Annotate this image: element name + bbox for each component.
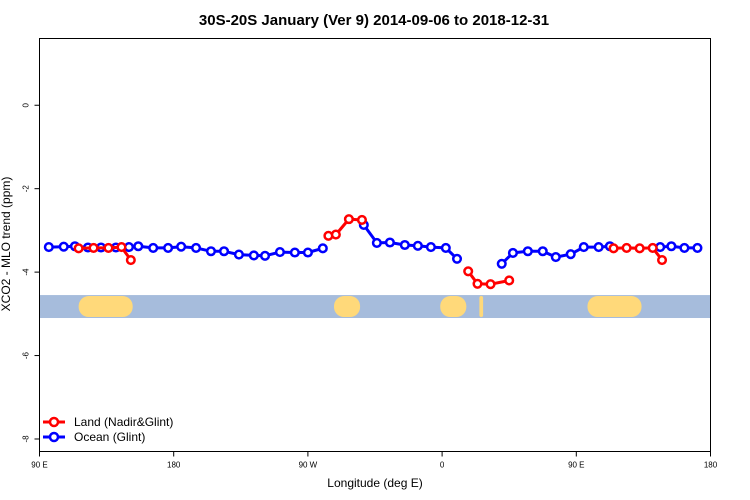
land-point-2-2 <box>485 279 496 290</box>
ocean-point-0-0 <box>43 242 54 253</box>
ocean-point-2-2 <box>522 246 533 257</box>
legend-ocean-label: Ocean (Glint) <box>74 430 145 444</box>
ocean-point-1-4 <box>412 240 423 251</box>
ocean-point-2-4 <box>550 252 561 263</box>
ocean-point-1-6 <box>440 242 451 253</box>
x-tick-label-3: 0 <box>440 461 445 470</box>
land-band-1 <box>333 296 361 318</box>
x-tick-label-2: 90 W <box>299 461 318 470</box>
land-point-3-2 <box>634 243 645 254</box>
ocean-point-1-2 <box>384 237 395 248</box>
land-point-0-1 <box>88 242 99 253</box>
ocean-point-0-19 <box>302 247 313 258</box>
series-layer <box>43 214 703 290</box>
axis-ticks: 90 E 180 90 W 0 90 E 180 0 -2 -4 -6 -8 <box>22 102 718 469</box>
ocean-point-2-0 <box>496 258 507 269</box>
ocean-point-3-2 <box>679 242 690 253</box>
y-axis-label: XCO2 - MLO trend (ppm) <box>0 177 13 312</box>
ocean-point-0-15 <box>248 250 259 261</box>
land-point-0-0 <box>73 243 84 254</box>
ocean-point-0-18 <box>289 247 300 258</box>
land-point-2-0 <box>463 266 474 277</box>
chart-title: 30S-20S January (Ver 9) 2014-09-06 to 20… <box>199 12 549 29</box>
ocean-point-0-10 <box>176 241 187 252</box>
ocean-point-2-3 <box>537 246 548 257</box>
ocean-point-0-7 <box>133 241 144 252</box>
land-point-1-2 <box>343 214 354 225</box>
ocean-point-0-1 <box>58 241 69 252</box>
ocean-point-1-7 <box>451 253 463 264</box>
x-tick-label-5: 180 <box>704 461 718 470</box>
land-point-0-2 <box>103 242 114 253</box>
land-point-3-3 <box>647 242 658 253</box>
plot-frame <box>39 38 711 452</box>
surface-band <box>39 295 711 319</box>
ocean-point-0-16 <box>259 250 271 261</box>
ocean-point-0-13 <box>218 246 230 257</box>
ocean-point-2-5 <box>565 249 576 260</box>
land-line-2 <box>466 270 510 286</box>
ocean-point-0-14 <box>233 249 244 260</box>
legend: Land (Nadir&Glint) Ocean (Glint) <box>43 415 173 444</box>
land-point-1-1 <box>330 229 341 240</box>
ocean-point-3-3 <box>692 242 703 253</box>
legend-land-label: Land (Nadir&Glint) <box>74 415 173 429</box>
y-tick-label-1: -2 <box>22 185 31 193</box>
land-band-2 <box>440 296 467 318</box>
ocean-point-2-7 <box>593 242 604 253</box>
land-point-0-4 <box>125 254 136 266</box>
legend-ocean-marker <box>48 431 60 443</box>
land-band-4 <box>587 296 642 318</box>
y-tick-label-3: -6 <box>22 351 31 359</box>
ocean-point-0-20 <box>317 243 328 254</box>
ocean-point-1-3 <box>399 239 410 251</box>
land-band-0 <box>78 296 133 318</box>
legend-land-marker <box>48 416 60 428</box>
x-axis-label: Longitude (deg E) <box>327 476 422 490</box>
ocean-point-0-9 <box>163 242 174 253</box>
land-point-3-0 <box>608 243 619 254</box>
land-band-3 <box>479 296 484 318</box>
ocean-point-2-6 <box>578 242 589 253</box>
land-point-1-3 <box>356 214 368 226</box>
land-point-3-1 <box>621 242 632 253</box>
x-tick-label-0: 90 E <box>31 461 47 470</box>
ocean-line-3 <box>660 244 698 250</box>
sea-band <box>39 295 711 319</box>
land-point-2-1 <box>472 278 483 289</box>
y-tick-label-4: -8 <box>22 435 31 443</box>
land-point-0-3 <box>116 242 127 253</box>
ocean-point-0-17 <box>274 247 285 258</box>
y-tick-label-2: -4 <box>22 268 31 276</box>
land-point-2-3 <box>504 275 515 286</box>
ocean-point-0-8 <box>148 242 159 253</box>
x-tick-label-4: 90 E <box>568 461 584 470</box>
ocean-point-1-5 <box>425 242 436 253</box>
y-tick-label-0: 0 <box>22 102 31 107</box>
x-tick-label-1: 180 <box>167 461 181 470</box>
land-point-3-4 <box>656 254 668 266</box>
ocean-point-1-1 <box>371 237 382 248</box>
ocean-point-2-1 <box>507 247 518 258</box>
ocean-point-0-11 <box>191 242 202 253</box>
ocean-point-3-1 <box>666 241 677 252</box>
ocean-point-0-12 <box>205 246 217 257</box>
